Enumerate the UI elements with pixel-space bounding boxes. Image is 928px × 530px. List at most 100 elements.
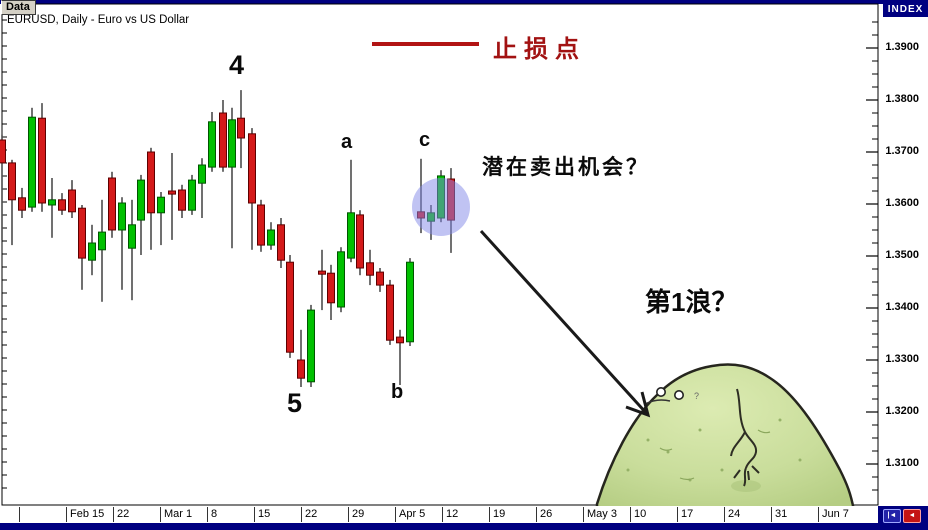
candle-body [38,117,46,204]
candle-body [297,359,305,379]
candle-body [188,179,196,211]
candle-body [267,229,275,246]
candle-body [347,212,355,259]
date-axis[interactable]: Feb 15 22 Mar 1 8 15 22 29 Apr 5 12 19 26 May 3 10 17… [0,506,878,523]
date-axis-label: 22 [305,508,318,520]
elliott-wave-5-label: 5 [287,388,303,418]
date-axis-tick [583,507,584,522]
date-axis-tick [489,507,490,522]
candle-body [88,242,96,261]
candle-body [248,133,256,204]
candle-body [219,112,227,168]
date-axis-tick [724,507,725,522]
svg-text:?: ? [694,391,699,401]
candle-body [58,199,66,211]
date-axis-tick [113,507,114,522]
date-axis-label: 15 [258,508,271,520]
price-axis-label: 1.3500 [885,249,919,261]
date-axis-label: May 3 [587,508,617,520]
candle-body [327,272,335,304]
annotation-arrow [479,229,650,417]
price-axis[interactable]: 1.3900 1.3800 1.3700 1.3600 1.3500 1.3400 1.33… [879,4,928,506]
candle-body [28,116,36,208]
candle-body [366,262,374,276]
price-axis-label: 1.3600 [885,197,919,209]
candle-body [78,207,86,259]
candle-body [68,189,76,213]
date-axis-label: Apr 5 [399,508,426,520]
window-bottom-border [0,523,928,530]
date-axis-tick [254,507,255,522]
candle-body [157,196,165,214]
candle-body [128,224,136,249]
date-axis-label: 19 [493,508,506,520]
candle-body [237,117,245,139]
date-axis-label: 10 [634,508,647,520]
date-axis-label: 29 [352,508,365,520]
candle-body [396,336,404,344]
candle-body [356,214,364,269]
date-axis-label: Jun 7 [822,508,849,520]
candle-body [18,197,26,211]
date-axis-label: Mar 1 [164,508,193,520]
window-top-border [0,0,928,4]
candle-body [98,231,106,251]
date-axis-tick [19,507,20,522]
wave-1-question-annotation: 第1浪？ [645,287,738,317]
candle-body [48,199,56,206]
candle-body [386,284,394,341]
price-axis-label: 1.3800 [885,93,919,105]
date-axis-tick [771,507,772,522]
candle-body [277,224,285,261]
date-axis-label: Feb 15 [70,508,105,520]
candle-body [108,177,116,231]
date-axis-tick [818,507,819,522]
annotation-arrow-head [625,391,651,418]
candle-body [147,151,155,214]
blob-character-illustration: ? [595,363,856,513]
price-axis-label: 1.3200 [885,405,919,417]
date-axis-tick [677,507,678,522]
date-axis-tick [348,507,349,522]
candle-body [8,162,16,201]
candle-body [406,261,414,343]
date-axis-tick [160,507,161,522]
scroll-back-button[interactable]: ◄ [903,509,921,523]
date-axis-label: 12 [446,508,459,520]
candle-body [307,309,315,383]
elliott-wave-a-label: a [341,131,353,153]
price-axis-label: 1.3700 [885,145,919,157]
date-axis-tick [66,507,67,522]
date-axis-label: 22 [117,508,130,520]
data-tab[interactable]: Data [1,0,36,15]
elliott-wave-b-label: b [391,381,404,403]
elliott-wave-c-label: c [419,129,431,151]
price-axis-label: 1.3100 [885,457,919,469]
sell-opportunity-annotation: 潜在卖出机会？ [482,156,650,179]
candle-body [198,164,206,184]
chart-title: EURUSD, Daily - Euro vs US Dollar [7,14,190,26]
blob-eye-left [655,386,666,397]
price-axis-label: 1.3300 [885,353,919,365]
date-axis-tick [630,507,631,522]
price-axis-label: 1.3900 [885,41,919,53]
elliott-wave-4-label: 4 [229,50,245,80]
candle-body [168,190,176,195]
date-axis-tick [207,507,208,522]
date-axis-label: 26 [540,508,553,520]
candle-body [208,121,216,168]
index-axis-header: INDEX [883,3,928,17]
scroll-to-start-button[interactable]: |◄ [883,509,901,523]
candle-body [376,271,384,286]
candle-body [118,202,126,231]
date-axis-label: 8 [211,508,218,520]
candle-body [337,251,345,308]
date-axis-tick [536,507,537,522]
candle-body [178,189,186,211]
date-axis-label: 24 [728,508,741,520]
candle-body [137,179,145,221]
candle-body [318,270,326,275]
nav-corner: |◄ ◄ [878,506,928,530]
